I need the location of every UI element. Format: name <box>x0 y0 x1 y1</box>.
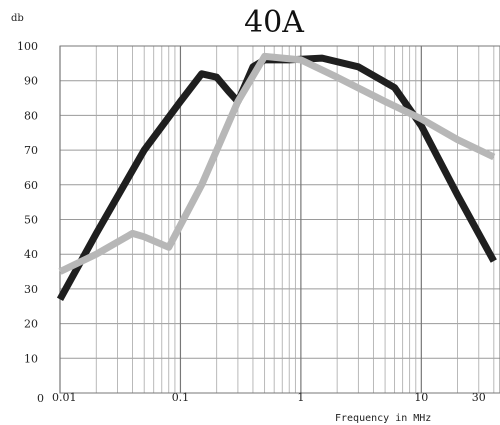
grid-lines <box>59 45 500 394</box>
x-axis-label: Frequency in MHz <box>335 413 431 424</box>
y-tick-label: 100 <box>17 40 38 53</box>
y-tick-label: 90 <box>24 75 38 88</box>
chart-title: 40A <box>244 5 304 40</box>
y-tick-label: 60 <box>24 179 38 192</box>
plot-frame <box>59 45 500 394</box>
y-tick-label: 40 <box>24 248 38 261</box>
y-tick-label: 30 <box>24 283 38 296</box>
x-tick-label: 0.1 <box>172 391 190 404</box>
y-tick-label: 20 <box>24 318 38 331</box>
series-line-1 <box>56 54 497 301</box>
y-tick-label: 50 <box>24 214 38 227</box>
x-tick-label: 1 <box>297 391 304 404</box>
x-tick-label: 10 <box>414 391 428 404</box>
y-tick-label: 80 <box>24 109 38 122</box>
x-tick-label: 30 <box>472 391 486 404</box>
series-lines <box>56 52 497 301</box>
x-tick-label: 0.01 <box>52 391 77 404</box>
y-axis-unit-label: db <box>11 13 24 24</box>
y-tick-labels: 10 20 30 40 50 60 70 80 90 100 0 <box>17 40 44 405</box>
x-tick-labels: 0.01 0.1 1 10 30 <box>52 391 486 404</box>
y-tick-label: 10 <box>24 352 38 365</box>
y-tick-label: 70 <box>24 144 38 157</box>
origin-tick-label: 0 <box>37 392 44 405</box>
series-line-2 <box>58 52 496 275</box>
